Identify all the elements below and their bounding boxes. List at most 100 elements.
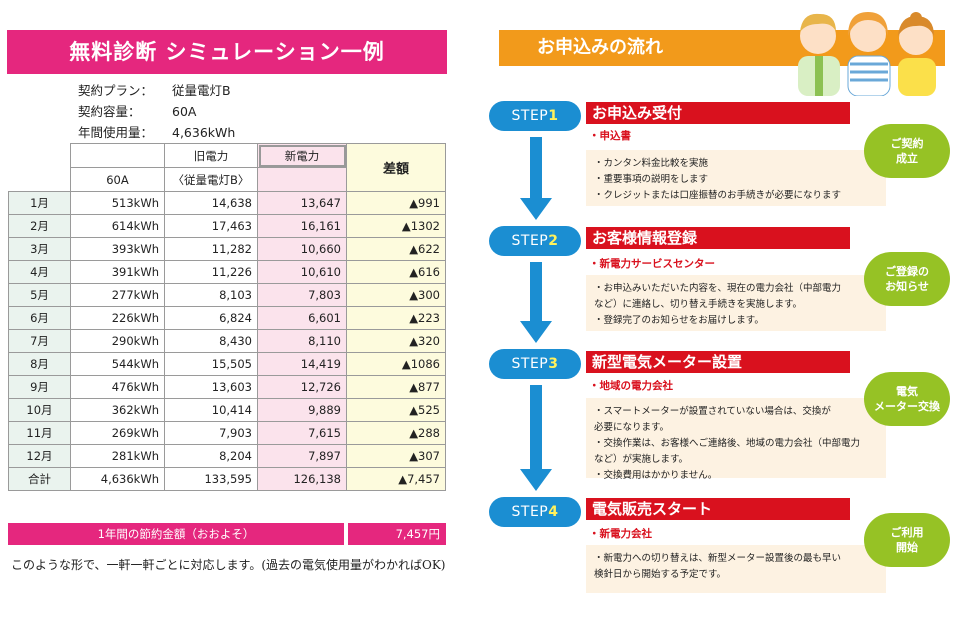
- contract-plan-value: 従量電灯B: [172, 83, 231, 98]
- step-2-details: ・お申込みいただいた内容を、現在の電力会社（中部電力 など）に連絡し、切り替え手…: [586, 275, 886, 331]
- step-1-pill: STEP1: [489, 101, 581, 131]
- step-3-title: 新型電気メーター設置: [586, 351, 850, 373]
- month-cell: 合計: [8, 467, 71, 491]
- step-3-subtitle: ・地域の電力会社: [589, 380, 673, 392]
- step-4-details: ・新電力への切り替えは、新型メーター設置後の最も早い 検針日から開始する予定です…: [586, 545, 886, 593]
- new-price-cell: 126,138: [257, 467, 347, 491]
- new-price-cell: 7,897: [257, 444, 347, 468]
- usage-cell: 391kWh: [70, 260, 165, 284]
- difference-cell: ▲622: [346, 237, 446, 261]
- month-cell: 12月: [8, 444, 71, 468]
- contract-capacity-label: 契約容量：: [78, 104, 141, 119]
- table-header-row-1: 旧電力 新電力 差額: [8, 143, 446, 192]
- table-row: 3月 393kWh 11,282 10,660 ▲622: [8, 237, 446, 261]
- difference-cell: ▲991: [346, 191, 446, 215]
- table-row: 5月 277kWh 8,103 7,803 ▲300: [8, 283, 446, 307]
- step-number: 3: [548, 356, 559, 372]
- month-cell: 6月: [8, 306, 71, 330]
- usage-cell: 269kWh: [70, 421, 165, 445]
- difference-cell: ▲307: [346, 444, 446, 468]
- old-price-cell: 7,903: [164, 421, 258, 445]
- usage-cell: 4,636kWh: [70, 467, 165, 491]
- header-blank-2: [8, 167, 71, 192]
- difference-cell: ▲1302: [346, 214, 446, 238]
- difference-cell: ▲1086: [346, 352, 446, 376]
- contract-plan-row: 契約プラン： 従量電灯B: [78, 80, 235, 101]
- difference-cell: ▲616: [346, 260, 446, 284]
- footnote: このような形で、一軒一軒ごとに対応します。(過去の電気使用量がわかればOK): [11, 558, 446, 572]
- table-row: 11月 269kWh 7,903 7,615 ▲288: [8, 421, 446, 445]
- old-price-cell: 17,463: [164, 214, 258, 238]
- usage-cell: 614kWh: [70, 214, 165, 238]
- old-price-cell: 6,824: [164, 306, 258, 330]
- detail-line: ・登録完了のお知らせをお届けします。: [594, 315, 764, 326]
- detail-line: ・交換費用はかかりません。: [594, 470, 718, 481]
- month-cell: 3月: [8, 237, 71, 261]
- old-price-cell: 8,430: [164, 329, 258, 353]
- table-row: 4月 391kWh 11,226 10,610 ▲616: [8, 260, 446, 284]
- difference-cell: ▲525: [346, 398, 446, 422]
- step-1-title: お申込み受付: [586, 102, 850, 124]
- simulation-table: 旧電力 新電力 差額 60A 〈従量電灯B〉 1月 513kWh 14,638 13,…: [8, 143, 446, 491]
- detail-line: など）に連絡し、切り替え手続きを実施します。: [594, 299, 803, 310]
- month-cell: 5月: [8, 283, 71, 307]
- header-old-power: 旧電力: [164, 143, 258, 168]
- header-difference: 差額: [346, 143, 446, 192]
- usage-cell: 362kWh: [70, 398, 165, 422]
- step-4-pill: STEP4: [489, 497, 581, 527]
- table-row: 7月 290kWh 8,430 8,110 ▲320: [8, 329, 446, 353]
- month-cell: 1月: [8, 191, 71, 215]
- old-price-cell: 15,505: [164, 352, 258, 376]
- annual-usage-row: 年間使用量： 4,636kWh: [78, 122, 235, 143]
- header-new-blank: [257, 167, 347, 192]
- contract-capacity-value: 60A: [172, 104, 197, 119]
- usage-cell: 281kWh: [70, 444, 165, 468]
- new-price-cell: 7,803: [257, 283, 347, 307]
- step-word: STEP: [511, 504, 549, 520]
- step-4-title: 電気販売スタート: [586, 498, 850, 520]
- step-1-result-bubble: ご契約 成立: [864, 124, 950, 178]
- header-new-power: 新電力: [257, 143, 347, 168]
- detail-line: ・クレジットまたは口座振替のお手続きが必要になります: [594, 190, 842, 201]
- month-cell: 7月: [8, 329, 71, 353]
- down-arrow-icon: [520, 137, 552, 220]
- new-price-cell: 14,419: [257, 352, 347, 376]
- annual-savings: 1年間の節約金額（おおよそ） 7,457円: [8, 523, 446, 545]
- new-price-cell: 7,615: [257, 421, 347, 445]
- step-word: STEP: [511, 233, 549, 249]
- savings-value: 7,457円: [348, 523, 446, 545]
- old-price-cell: 11,282: [164, 237, 258, 261]
- detail-line: ・交換作業は、お客様へご連絡後、地域の電力会社（中部電力: [594, 438, 861, 449]
- table-row: 10月 362kWh 10,414 9,889 ▲525: [8, 398, 446, 422]
- old-price-cell: 8,103: [164, 283, 258, 307]
- annual-usage-label: 年間使用量：: [78, 125, 154, 140]
- difference-cell: ▲320: [346, 329, 446, 353]
- detail-line: 検針日から開始する予定です。: [594, 569, 727, 580]
- new-price-cell: 12,726: [257, 375, 347, 399]
- savings-label: 1年間の節約金額（おおよそ）: [8, 523, 344, 545]
- step-word: STEP: [511, 356, 549, 372]
- contract-info: 契約プラン： 従量電灯B 契約容量： 60A 年間使用量： 4,636kWh: [78, 80, 235, 143]
- header-old-plan: 〈従量電灯B〉: [164, 167, 258, 192]
- difference-cell: ▲877: [346, 375, 446, 399]
- step-3-pill: STEP3: [489, 349, 581, 379]
- annual-usage-value: 4,636kWh: [172, 125, 236, 140]
- down-arrow-icon: [520, 385, 552, 491]
- down-arrow-icon: [520, 262, 552, 343]
- step-2-subtitle: ・新電力サービスセンター: [589, 258, 715, 270]
- month-cell: 4月: [8, 260, 71, 284]
- detail-line: ・スマートメーターが設置されていない場合は、交換が: [594, 406, 831, 417]
- new-price-cell: 6,601: [257, 306, 347, 330]
- step-3-details: ・スマートメーターが設置されていない場合は、交換が 必要になります。・交換作業は…: [586, 398, 886, 481]
- contract-capacity-row: 契約容量： 60A: [78, 101, 235, 122]
- usage-cell: 393kWh: [70, 237, 165, 261]
- step-number: 1: [548, 108, 559, 124]
- difference-cell: ▲7,457: [346, 467, 446, 491]
- month-cell: 10月: [8, 398, 71, 422]
- step-2-pill: STEP2: [489, 226, 581, 256]
- usage-cell: 544kWh: [70, 352, 165, 376]
- detail-line: 必要になります。: [594, 422, 670, 433]
- step-word: STEP: [511, 108, 549, 124]
- new-price-cell: 10,610: [257, 260, 347, 284]
- old-price-cell: 14,638: [164, 191, 258, 215]
